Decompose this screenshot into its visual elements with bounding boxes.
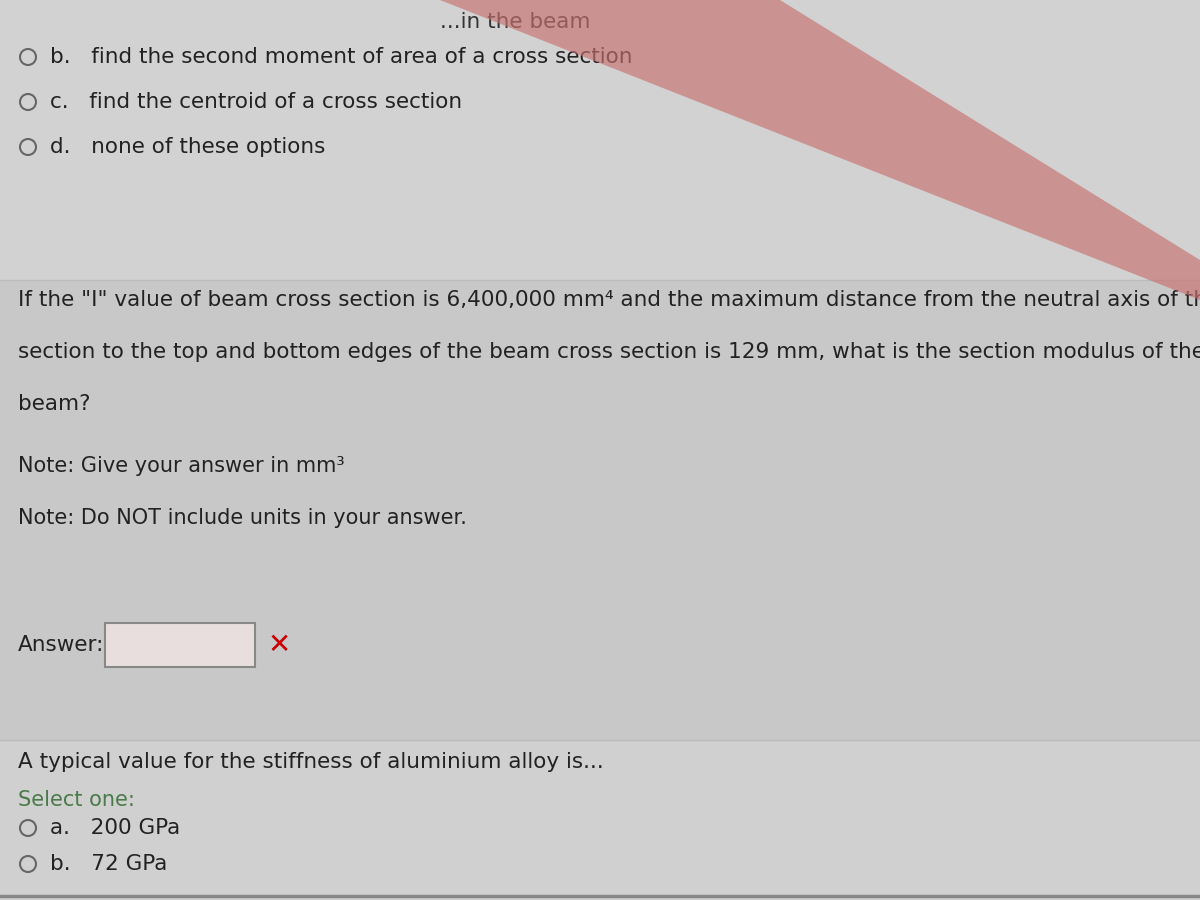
Text: If the "I" value of beam cross section is 6,400,000 mm⁴ and the maximum distance: If the "I" value of beam cross section i… [18,290,1200,310]
Text: beam?: beam? [18,394,90,414]
Text: Note: Do NOT include units in your answer.: Note: Do NOT include units in your answe… [18,508,467,528]
Bar [0,280,1200,740]
Text: Answer:: Answer: [18,635,104,655]
Text: Note: Give your answer in mm³: Note: Give your answer in mm³ [18,456,344,476]
Bar [106,623,256,667]
Text: Select one:: Select one: [18,790,134,810]
Text: section to the top and bottom edges of the beam cross section is 129 mm, what is: section to the top and bottom edges of t… [18,342,1200,362]
Bar [0,740,1200,900]
Polygon shape [440,0,1200,300]
Text: ...in the beam: ...in the beam [440,12,590,32]
Bar [0,0,1200,280]
Text: ✕: ✕ [266,631,290,659]
Text: c.   find the centroid of a cross section: c. find the centroid of a cross section [50,92,462,112]
Text: d.   none of these options: d. none of these options [50,137,325,157]
Text: b.   find the second moment of area of a cross section: b. find the second moment of area of a c… [50,47,632,67]
Text: a.   200 GPa: a. 200 GPa [50,818,180,838]
Text: A typical value for the stiffness of aluminium alloy is...: A typical value for the stiffness of alu… [18,752,604,772]
Text: b.   72 GPa: b. 72 GPa [50,854,167,874]
